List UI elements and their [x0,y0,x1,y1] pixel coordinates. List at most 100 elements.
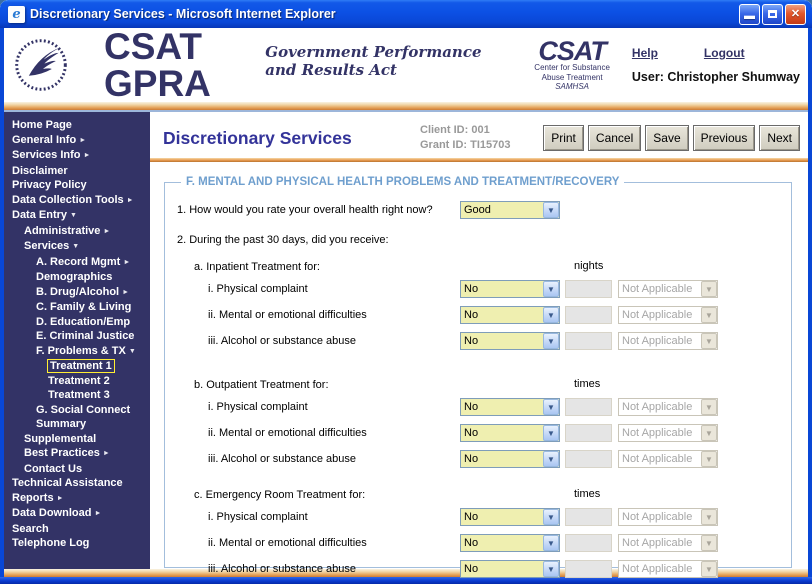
count-input-disabled [565,424,612,442]
content-header: Discretionary Services Client ID: 001 Gr… [150,112,808,158]
question2-label: 2. During the past 30 days, did you rece… [177,234,389,246]
brand-wordmark: CSAT GPRA [104,26,211,104]
window-title: Discretionary Services - Microsoft Inter… [30,7,336,21]
sidebar-item-contact-us[interactable]: Contact Us [24,462,83,475]
submenu-arrow-icon: ► [94,510,102,517]
sidebar-item-e-criminal-justice[interactable]: E. Criminal Justice [36,330,135,342]
treatment-group: c. Emergency Room Treatment for: times i… [177,486,791,582]
yes-no-select[interactable]: No ▼ [460,450,560,468]
previous-button[interactable]: Previous [692,125,756,151]
yes-no-select[interactable]: No ▼ [460,306,560,324]
count-input-disabled [565,560,612,578]
sidebar-item-administrative[interactable]: Administrative ► [24,224,111,237]
csat-logo-line1: Center for Substance [534,63,610,73]
next-button[interactable]: Next [759,125,800,151]
yes-no-select[interactable]: No ▼ [460,560,560,578]
csat-logo-line3: SAMHSA [555,82,589,92]
chevron-down-icon: ▼ [543,281,559,297]
count-input-disabled [565,450,612,468]
not-applicable-select-disabled: Not Applicable ▼ [618,280,718,298]
yes-no-select[interactable]: No ▼ [460,332,560,350]
treatment-row: i. Physical complaint No ▼ Not Applicabl… [177,276,791,302]
treatment-group: b. Outpatient Treatment for: times i. Ph… [177,376,791,472]
chevron-down-icon: ▼ [543,202,559,218]
treatment-row: ii. Mental or emotional difficulties No … [177,302,791,328]
submenu-arrow-icon: ► [122,288,130,296]
internet-explorer-icon: e [8,5,25,23]
yes-no-select[interactable]: No ▼ [460,424,560,442]
sidebar-item-reports[interactable]: Reports ► [12,491,64,504]
maximize-button[interactable] [762,3,783,25]
sidebar-item-telephone-log[interactable]: Telephone Log [12,537,90,549]
minimize-button[interactable]: ▬ [739,3,760,25]
not-applicable-select-disabled: Not Applicable ▼ [618,306,718,324]
sidebar-item-treatment-2[interactable]: Treatment 2 [48,374,110,387]
help-link[interactable]: Help [631,46,658,60]
submenu-arrow-icon: ► [83,152,91,159]
treatment-row: ii. Mental or emotional difficulties No … [177,530,791,556]
question2-groups: a. Inpatient Treatment for: nights i. Ph… [177,258,791,582]
row-label: i. Physical complaint [208,401,308,413]
sidebar-item-g-social-connect[interactable]: G. Social Connect [36,403,131,416]
chevron-down-icon: ▼ [543,425,559,441]
csat-logo: CSAT Center for Substance Abuse Treatmen… [534,37,610,92]
sidebar-item-data-collection-tools[interactable]: Data Collection Tools ► [12,193,134,206]
count-input-disabled [565,280,612,298]
sidebar-item-best-practices[interactable]: Best Practices ► [24,447,110,459]
unit-label: times [574,488,601,500]
logout-link[interactable]: Logout [703,46,745,60]
sidebar-item-treatment-1[interactable]: Treatment 1 [47,359,115,373]
sidebar-item-supplemental[interactable]: Supplemental [24,432,97,445]
sidebar-item-search[interactable]: Search [12,522,49,535]
sidebar-item-services[interactable]: Services ▼ [24,240,80,252]
chevron-down-icon: ▼ [543,509,559,525]
treatment-group: a. Inpatient Treatment for: nights i. Ph… [177,258,791,354]
submenu-arrow-icon: ▼ [128,347,136,355]
yes-no-select[interactable]: No ▼ [460,398,560,416]
yes-no-select[interactable]: No ▼ [460,280,560,298]
save-button[interactable]: Save [645,125,689,151]
sidebar-item-demographics[interactable]: Demographics [36,271,113,283]
content-divider [150,158,808,162]
row-label: ii. Mental or emotional difficulties [208,309,367,321]
not-applicable-select-disabled: Not Applicable ▼ [618,450,718,468]
chevron-down-icon: ▼ [543,535,559,551]
title-bar: e Discretionary Services - Microsoft Int… [0,0,812,28]
not-applicable-select-disabled: Not Applicable ▼ [618,508,718,526]
chevron-down-icon: ▼ [543,307,559,323]
treatment-row: ii. Mental or emotional difficulties No … [177,420,791,446]
sidebar-item-treatment-3[interactable]: Treatment 3 [48,389,110,401]
chevron-down-icon: ▼ [701,333,717,349]
page-title: Discretionary Services [163,127,352,148]
treatment-row: iii. Alcohol or substance abuse No ▼ Not… [177,446,791,472]
sidebar-item-data-entry[interactable]: Data Entry ▼ [12,209,77,221]
sidebar-item-services-info[interactable]: Services Info ► [12,149,91,161]
overall-health-select[interactable]: Good ▼ [460,201,560,219]
not-applicable-select-disabled: Not Applicable ▼ [618,534,718,552]
print-button[interactable]: Print [543,125,584,151]
sidebar-item-disclaimer[interactable]: Disclaimer [12,164,68,177]
sidebar-item-summary[interactable]: Summary [36,418,87,430]
treatment-row: iii. Alcohol or substance abuse No ▼ Not… [177,328,791,354]
cancel-button[interactable]: Cancel [587,125,642,151]
count-input-disabled [565,534,612,552]
chevron-down-icon: ▼ [701,509,717,525]
question1-label: 1. How would you rate your overall healt… [177,204,433,216]
chevron-down-icon: ▼ [701,451,717,467]
count-input-disabled [565,398,612,416]
sidebar-item-d-education-emp[interactable]: D. Education/Emp [36,315,131,328]
sidebar-item-c-family-living[interactable]: C. Family & Living [36,301,132,313]
sidebar-item-f-problems-tx[interactable]: F. Problems & TX ▼ [36,344,136,357]
sidebar-nav: Home Page General Info ► Services Info ► Disc… [4,112,150,569]
sidebar-item-data-download[interactable]: Data Download ► [12,507,102,519]
close-button[interactable]: ✕ [785,3,806,25]
sidebar-item-a-record-mgmt[interactable]: A. Record Mgmt ► [36,255,131,268]
yes-no-select[interactable]: No ▼ [460,534,560,552]
sidebar-item-technical-assistance[interactable]: Technical Assistance [12,477,123,489]
yes-no-select[interactable]: No ▼ [460,508,560,526]
sidebar-item-privacy-policy[interactable]: Privacy Policy [12,179,87,191]
sidebar-item-general-info[interactable]: General Info ► [12,133,87,146]
client-id-label: Client ID: 001 [420,124,490,136]
sidebar-item-b-drug-alcohol[interactable]: B. Drug/Alcohol ► [36,285,130,298]
sidebar-item-home-page[interactable]: Home Page [12,119,72,131]
